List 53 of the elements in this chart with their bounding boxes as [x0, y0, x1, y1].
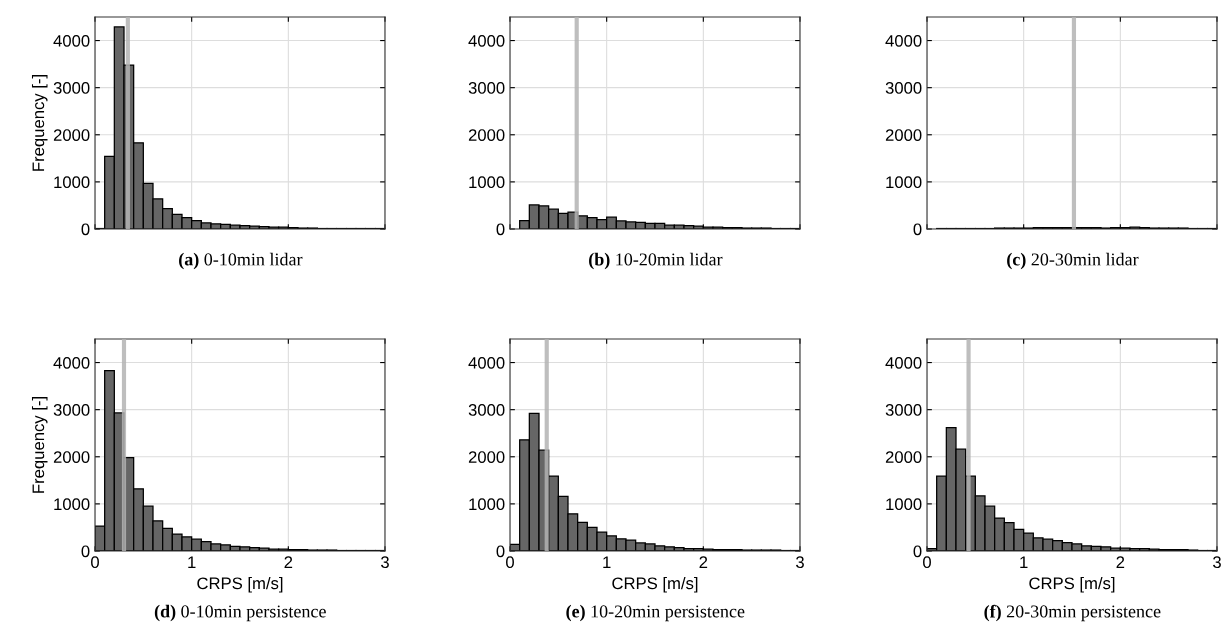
y-tick-label: 2000: [885, 451, 922, 463]
x-tick-label: 3: [796, 556, 804, 569]
x-tick-label: 1: [1020, 556, 1028, 568]
y-tick-label: 4000: [53, 356, 90, 369]
y-tick-label: 0: [496, 545, 505, 558]
y-tick-label: 1000: [54, 498, 90, 511]
y-tick-label: 3000: [885, 404, 922, 416]
x-tick-label: 2: [699, 556, 708, 568]
y-tick-label: 3000: [53, 404, 90, 416]
y-tick-label: 2000: [885, 129, 922, 141]
y-axis-title: Frequency [-]: [31, 75, 48, 171]
x-axis-title: CRPS [m/s]: [197, 576, 283, 593]
y-tick-label: 3000: [468, 82, 505, 94]
y-tick-label: 0: [496, 223, 505, 236]
y-tick-label: 4000: [53, 34, 90, 47]
text: (b) 10-20min lidar: [589, 252, 723, 270]
text: (e) 10-20min persistence: [566, 604, 745, 622]
y-tick-label: 4000: [885, 356, 922, 369]
x-tick-label: 3: [1213, 556, 1221, 569]
y-tick-label: 3000: [53, 82, 90, 94]
y-tick-label: 3000: [468, 404, 505, 416]
y-tick-label: 0: [81, 223, 90, 236]
y-tick-label: 4000: [468, 356, 505, 369]
text: (d) 0-10min persistence: [154, 604, 326, 622]
x-tick-label: 0: [91, 556, 99, 569]
y-tick-label: 3000: [885, 82, 922, 94]
y-tick-label: 1000: [54, 176, 90, 189]
y-tick-label: 4000: [885, 34, 922, 47]
y-tick-label: 1000: [469, 498, 505, 511]
y-tick-label: 1000: [886, 498, 922, 511]
y-axis-title: Frequency [-]: [31, 397, 48, 493]
y-tick-label: 2000: [53, 129, 90, 141]
x-tick-label: 0: [506, 556, 514, 569]
y-tick-label: 0: [81, 545, 90, 558]
x-tick-label: 0: [923, 556, 931, 569]
y-tick-label: 2000: [468, 451, 505, 463]
x-axis-title: CRPS [m/s]: [612, 576, 698, 593]
y-tick-label: 2000: [468, 129, 505, 141]
x-tick-label: 2: [284, 556, 293, 568]
text: (c) 20-30min lidar: [1007, 252, 1139, 270]
x-tick-label: 1: [188, 556, 196, 568]
y-tick-label: 4000: [468, 34, 505, 47]
y-tick-label: 0: [913, 223, 922, 236]
x-tick-label: 2: [1116, 556, 1125, 568]
x-tick-label: 1: [603, 556, 611, 568]
text: (a) 0-10min lidar: [179, 252, 303, 270]
x-tick-label: 3: [381, 556, 389, 569]
text: (f) 20-30min persistence: [984, 604, 1161, 622]
y-tick-label: 1000: [469, 176, 505, 189]
x-axis-title: CRPS [m/s]: [1029, 576, 1115, 593]
y-tick-label: 0: [913, 545, 922, 558]
y-tick-label: 1000: [886, 176, 922, 189]
y-tick-label: 2000: [53, 451, 90, 463]
